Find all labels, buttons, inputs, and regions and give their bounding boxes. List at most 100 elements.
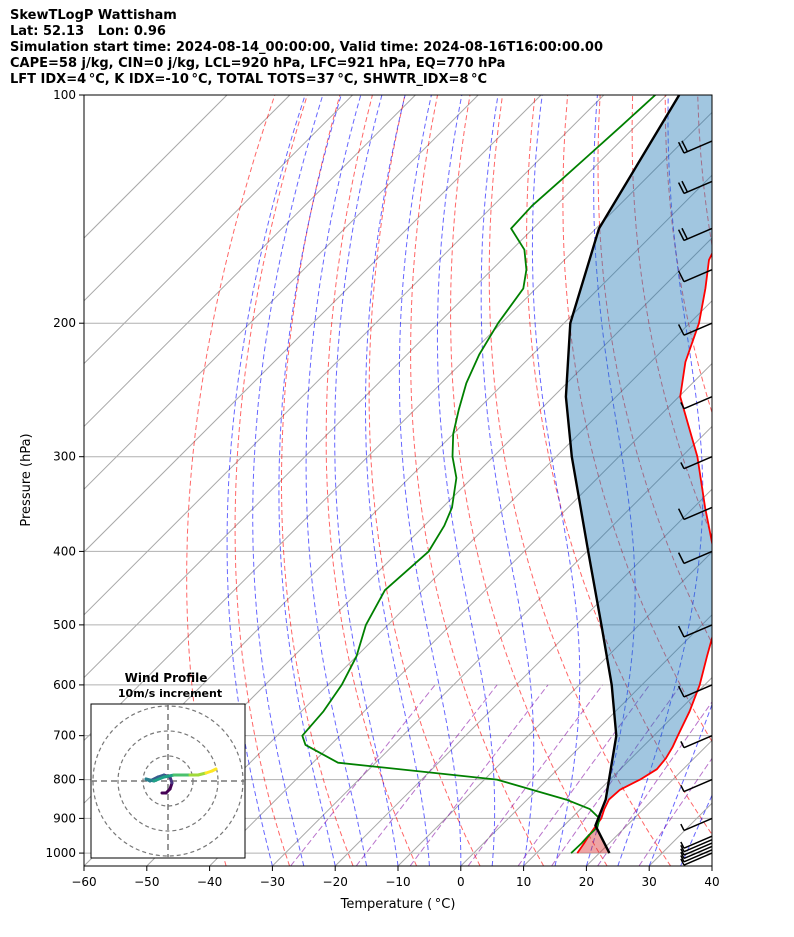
y-tick-label: 400 <box>53 544 76 558</box>
wind-barb <box>680 842 713 856</box>
isotherm-line <box>84 95 605 616</box>
hodograph-ring <box>117 730 219 832</box>
moist-adiabat <box>278 95 342 866</box>
moist-adiabat <box>531 95 581 866</box>
x-tick-label: −60 <box>71 875 96 889</box>
barb-flag <box>680 848 685 856</box>
isotherm-line <box>397 551 712 866</box>
time-line: Simulation start time: 2024-08-14_00:00:… <box>10 40 603 55</box>
barb-flag <box>677 324 685 336</box>
barb-flag <box>680 402 685 410</box>
x-tick-label: 20 <box>579 875 594 889</box>
barb-flag <box>680 845 685 852</box>
location-line: Lat: 52.13 Lon: 0.96 <box>10 24 166 39</box>
cape-line: CAPE=58 j/kg, CIN=0 j/kg, LCL=920 hPa, L… <box>10 56 506 71</box>
wind-barb <box>680 734 713 749</box>
dry-adiabat <box>631 95 712 538</box>
isotherm-line <box>711 865 712 866</box>
barb-flag <box>677 182 685 194</box>
barb-staff <box>683 817 713 832</box>
wind-barb <box>677 506 713 521</box>
barb-staff <box>683 849 713 863</box>
moist-adiabat <box>334 95 399 866</box>
barb-flag <box>680 741 685 748</box>
x-tick-label: 0 <box>457 875 465 889</box>
moist-adiabat <box>252 95 324 866</box>
barb-staff <box>683 322 713 336</box>
barb-flag <box>681 180 689 193</box>
moist-adiabat <box>680 794 712 866</box>
hodograph-subtitle: 10m/s increment <box>118 687 222 700</box>
barb-staff <box>683 506 713 521</box>
wind-barb <box>680 817 713 832</box>
barb-flag <box>680 855 685 863</box>
barb-staff <box>683 842 713 856</box>
wind-barb <box>680 395 713 410</box>
barb-staff <box>683 734 713 749</box>
barb-staff <box>683 269 713 283</box>
barb-flag <box>680 784 685 792</box>
x-tick-label: −10 <box>385 875 410 889</box>
mixing-ratio-line <box>290 684 436 866</box>
barb-staff <box>683 838 713 853</box>
barb-staff <box>683 140 713 154</box>
barb-staff <box>683 835 713 849</box>
isotherm-line <box>84 95 228 239</box>
moist-adiabat <box>398 95 462 866</box>
x-tick-label: −30 <box>260 875 285 889</box>
y-tick-label: 500 <box>53 618 76 632</box>
barb-staff <box>683 845 713 860</box>
title-line: SkewTLogP Wattisham <box>10 8 177 23</box>
barb-staff <box>683 180 713 195</box>
dry-adiabat <box>186 95 276 866</box>
x-tick-label: −50 <box>134 875 159 889</box>
barb-flag <box>681 140 689 152</box>
wind-barb <box>680 845 713 860</box>
dry-adiabat <box>325 95 418 866</box>
moist-adiabat <box>305 95 368 866</box>
y-tick-label: 200 <box>53 316 76 330</box>
x-tick-label: 10 <box>516 875 531 889</box>
moist-adiabat <box>226 95 306 866</box>
dry-adiabat <box>526 95 712 836</box>
wind-barb <box>677 140 713 154</box>
isotherm-line <box>460 614 712 866</box>
barb-flag <box>677 552 685 564</box>
moist-adiabat <box>480 95 535 866</box>
barb-flag <box>677 625 685 638</box>
x-axis-label: Temperature ( °C) <box>340 897 456 912</box>
moist-adiabat <box>365 95 430 866</box>
isotherm-line <box>84 95 291 302</box>
hodograph-trace <box>162 773 176 779</box>
barb-staff <box>683 684 713 698</box>
wind-barb <box>677 269 713 283</box>
barb-flag <box>680 462 685 470</box>
barb-flag <box>680 858 685 866</box>
barb-staff <box>683 456 713 470</box>
cape-area <box>565 95 712 826</box>
temperature-line <box>576 251 712 854</box>
isotherm-line <box>84 95 416 428</box>
wind-barb <box>680 838 713 853</box>
isotherm-line <box>334 488 712 866</box>
x-tick-label: −20 <box>323 875 348 889</box>
isotherm-line <box>84 95 353 365</box>
barb-flag <box>681 227 689 240</box>
mixing-ratio-line <box>409 684 549 866</box>
y-tick-label: 900 <box>53 811 76 825</box>
mixing-ratio-line <box>355 684 498 866</box>
dewpoint-line <box>301 95 656 854</box>
dry-adiabat <box>488 95 672 866</box>
barb-staff <box>683 852 713 866</box>
wind-barb <box>677 227 713 242</box>
wind-barb <box>677 624 713 638</box>
y-tick-label: 800 <box>53 773 76 787</box>
dry-adiabat <box>368 95 481 866</box>
moist-adiabat <box>617 95 704 866</box>
x-tick-label: −40 <box>197 875 222 889</box>
y-tick-label: 700 <box>53 729 76 743</box>
moist-adiabat <box>585 95 636 866</box>
x-tick-label: 40 <box>704 875 719 889</box>
x-tick-label: 30 <box>642 875 657 889</box>
